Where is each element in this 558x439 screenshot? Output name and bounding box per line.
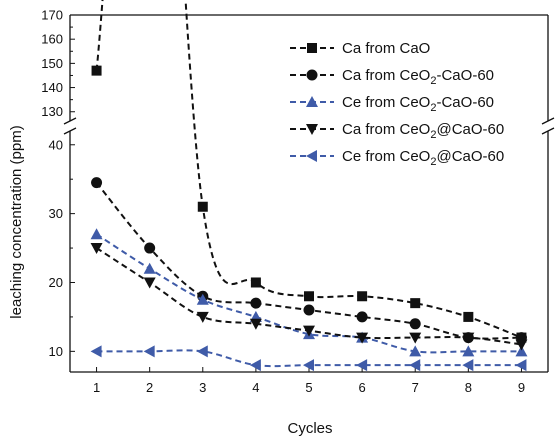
- x-tick-label: 9: [518, 380, 525, 395]
- marker-triangle-down: [90, 243, 103, 255]
- marker-triangle-left: [462, 359, 474, 372]
- marker-triangle-up: [515, 345, 528, 357]
- x-tick-label: 5: [305, 380, 312, 395]
- marker-triangle-up: [90, 228, 103, 240]
- x-tick-label: 2: [146, 380, 153, 395]
- y-tick-label: 150: [41, 56, 63, 71]
- x-tick-label: 3: [199, 380, 206, 395]
- marker-triangle-left: [90, 345, 102, 358]
- x-axis-title: Cycles: [287, 420, 332, 437]
- marker-triangle-left: [196, 345, 208, 358]
- legend: Ca from CaO Ca from CeO2-CaO-60 Ce from Ce…: [290, 40, 504, 168]
- marker-triangle-down: [356, 332, 369, 344]
- y-tick-label: 130: [41, 104, 63, 119]
- x-tick-label: 1: [93, 380, 100, 395]
- marker-triangle-up: [462, 345, 475, 357]
- marker-triangle-left: [303, 359, 314, 372]
- marker-square: [197, 201, 208, 212]
- series-4: [90, 243, 528, 351]
- marker-triangle-up: [409, 345, 422, 357]
- legend-label: Ca from CeO2-CaO-60: [342, 67, 494, 87]
- legend-item-1: Ca from CaO: [290, 40, 430, 57]
- marker-circle: [409, 318, 421, 330]
- marker-triangle-left: [515, 359, 527, 372]
- marker-triangle-down: [515, 339, 528, 351]
- legend-label: Ce from CeO2-CaO-60: [342, 94, 494, 114]
- axis-break-mark: [63, 127, 77, 135]
- y-tick-label: 140: [41, 80, 63, 95]
- marker-square: [307, 43, 317, 53]
- legend-item-2: Ca from CeO2-CaO-60: [290, 67, 494, 87]
- marker-circle: [250, 297, 262, 309]
- marker-square: [91, 65, 102, 76]
- marker-triangle-down: [303, 325, 315, 337]
- axis-break-mark: [541, 117, 555, 125]
- marker-triangle-down: [143, 277, 156, 289]
- marker-triangle-down: [462, 332, 475, 344]
- legend-item-5: Ce from CeO2@CaO-60: [290, 148, 504, 168]
- x-tick-label: 8: [465, 380, 472, 395]
- marker-triangle-left: [409, 359, 421, 372]
- marker-triangle-down: [196, 311, 209, 323]
- marker-square: [304, 291, 314, 302]
- x-tick-label: 6: [358, 380, 365, 395]
- marker-square: [463, 311, 474, 322]
- marker-square: [357, 291, 368, 302]
- marker-circle: [306, 69, 318, 81]
- legend-label: Ce from CeO2@CaO-60: [342, 148, 504, 168]
- y-tick-label: 20: [49, 275, 63, 290]
- y-tick-label: 30: [49, 206, 63, 221]
- marker-triangle-up: [196, 293, 209, 305]
- x-tick-label: 7: [412, 380, 419, 395]
- marker-triangle-up: [143, 262, 156, 274]
- series-line: [96, 233, 522, 354]
- legend-item-4: Ca from CeO2@CaO-60: [290, 121, 504, 141]
- marker-circle: [91, 177, 103, 189]
- y-tick-label: 10: [49, 344, 63, 359]
- marker-circle: [356, 311, 368, 323]
- axis-break-mark: [63, 117, 77, 125]
- legend-label: Ca from CaO: [342, 40, 430, 57]
- marker-circle: [303, 304, 315, 316]
- marker-triangle-down: [409, 332, 422, 344]
- series-5: [90, 345, 527, 372]
- legend-item-3: Ce from CeO2-CaO-60: [290, 94, 494, 114]
- series-layer: [90, 0, 528, 372]
- axis-break-mark: [541, 127, 555, 135]
- y-axis-title: leaching concentration (ppm): [8, 125, 25, 318]
- marker-square: [250, 277, 261, 288]
- series-2: [91, 177, 527, 344]
- marker-triangle-down: [306, 124, 318, 135]
- marker-triangle-left: [249, 359, 261, 372]
- axes: 1 2 3 4 5 6 7 8 9 10 20 30 40 130 140 150 160 170: [41, 8, 555, 395]
- marker-triangle-down: [249, 318, 262, 330]
- marker-triangle-left: [143, 345, 155, 358]
- y-tick-label: 40: [49, 137, 63, 152]
- marker-square: [410, 298, 421, 309]
- marker-triangle-up: [306, 96, 318, 107]
- legend-label: Ca from CeO2@CaO-60: [342, 121, 504, 141]
- marker-triangle-left: [356, 359, 368, 372]
- marker-circle: [144, 242, 156, 254]
- marker-triangle-left: [306, 150, 317, 162]
- y-tick-label: 170: [41, 8, 63, 23]
- x-tick-label: 4: [252, 380, 259, 395]
- y-tick-label: 160: [41, 32, 63, 47]
